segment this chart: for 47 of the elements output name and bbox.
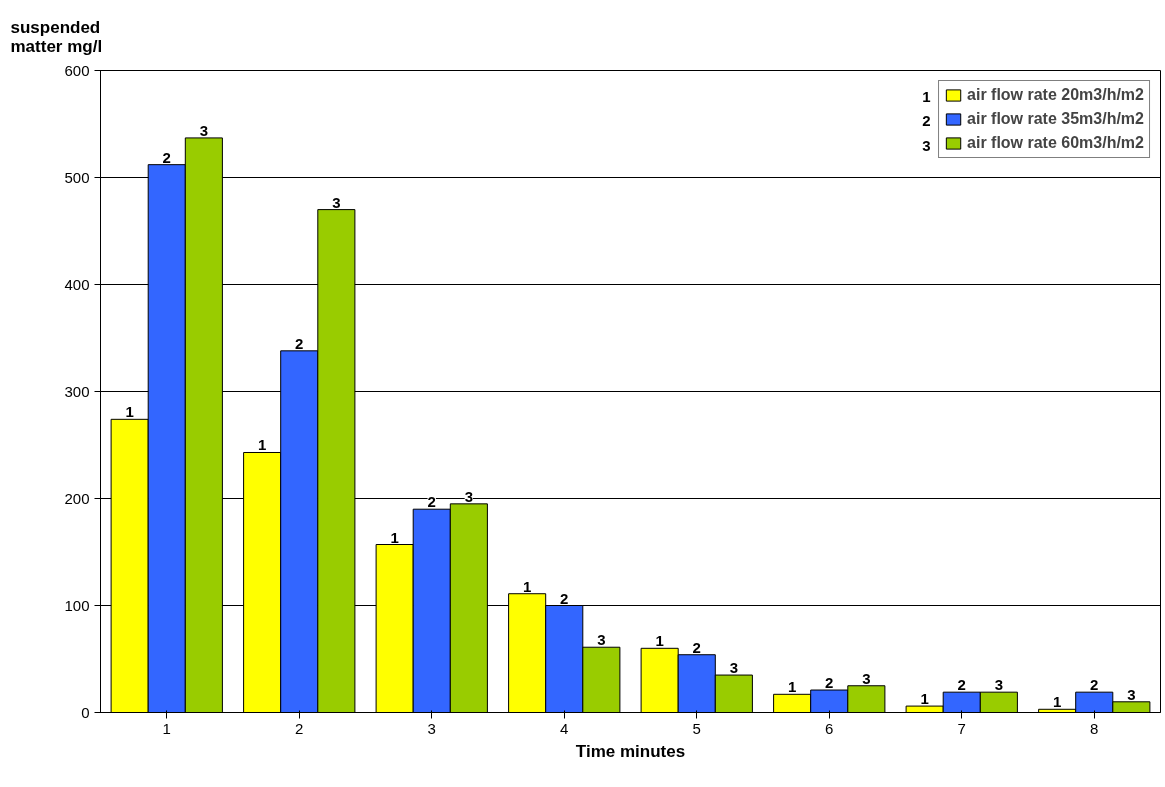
- annotation: 2: [1090, 676, 1099, 694]
- annotation: 1: [787, 678, 797, 696]
- x-tick-label: 6: [825, 719, 834, 737]
- annotation: 3: [922, 136, 931, 154]
- annotation: 2: [692, 638, 701, 656]
- y-axis-title: suspended matter mg/l: [10, 17, 103, 56]
- annotation: 3: [862, 669, 871, 687]
- x-tick-label: 2: [295, 719, 304, 737]
- y-tick-label: 500: [64, 168, 90, 186]
- annotation: 1: [390, 528, 399, 546]
- annotation: 3: [597, 631, 606, 649]
- annotation: 3: [464, 487, 474, 505]
- annotation: 1: [522, 577, 532, 595]
- x-tick-label: 4: [560, 719, 569, 737]
- legend-label: air flow rate 60m3/h/m2: [967, 134, 1144, 152]
- y-tick-label: 400: [64, 275, 90, 293]
- legend-label: air flow rate 35m3/h/m2: [967, 110, 1144, 128]
- x-tick-label: 8: [1090, 719, 1099, 737]
- x-tick-label: 7: [957, 719, 966, 737]
- annotation: 2: [825, 674, 834, 692]
- y-tick-label: 0: [81, 703, 90, 721]
- annotation: 2: [957, 676, 966, 694]
- x-tick-label: 1: [162, 719, 171, 737]
- annotation: 2: [560, 589, 569, 607]
- annotation: 3: [994, 676, 1004, 694]
- annotation: 3: [199, 121, 209, 139]
- x-axis-title: Time minutes: [575, 741, 686, 761]
- annotation: 1: [257, 436, 267, 454]
- annotation: 1: [920, 690, 929, 708]
- y-tick-label: 600: [64, 61, 90, 79]
- annotation: 1: [922, 87, 931, 105]
- annotation: 2: [295, 334, 304, 352]
- legend-label: air flow rate 20m3/h/m2: [967, 86, 1144, 104]
- annotation: 3: [729, 659, 739, 677]
- annotation: 2: [427, 493, 436, 511]
- annotation: 2: [922, 112, 931, 129]
- annotation: 1: [125, 403, 134, 421]
- annotation: 2: [162, 148, 171, 166]
- y-tick-label: 100: [64, 596, 90, 614]
- y-tick-label: 200: [64, 489, 90, 507]
- annotation: 1: [655, 632, 664, 650]
- annotation: 3: [1127, 685, 1136, 703]
- y-tick-label: 300: [64, 382, 90, 400]
- x-tick-label: 3: [427, 719, 436, 737]
- x-tick-label: 5: [692, 719, 701, 737]
- annotation: 1: [1052, 693, 1062, 711]
- annotation: 3: [332, 193, 341, 211]
